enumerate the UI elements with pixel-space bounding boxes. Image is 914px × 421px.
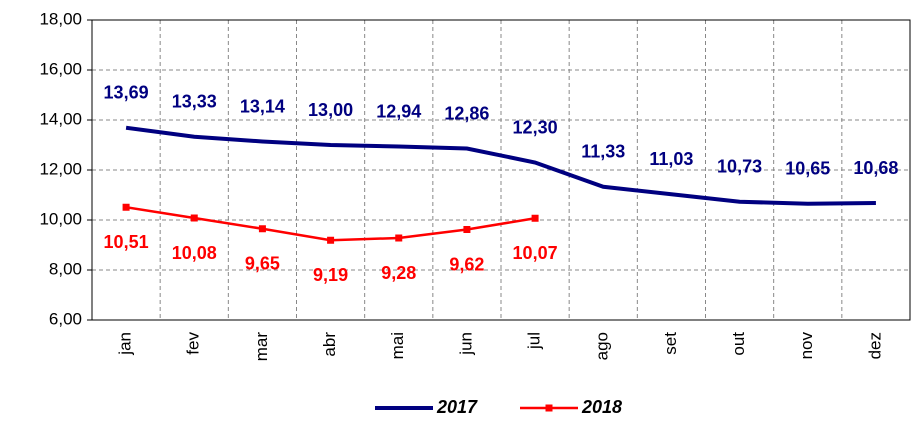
- data-label: 12,86: [444, 103, 489, 123]
- point-marker: [258, 225, 266, 233]
- point-marker: [122, 203, 130, 211]
- x-tick-label: dez: [865, 332, 884, 359]
- x-tick-label: ago: [593, 332, 612, 360]
- point-marker: [463, 226, 471, 233]
- x-tick-label: abr: [320, 332, 339, 357]
- data-label: 9,19: [313, 265, 348, 285]
- x-tick-label: jun: [456, 332, 475, 356]
- legend-marker: [545, 404, 553, 412]
- data-label: 13,33: [172, 92, 217, 112]
- point-marker: [327, 236, 335, 244]
- x-tick-label: out: [729, 332, 748, 356]
- x-tick-label: jul: [525, 332, 544, 350]
- data-label: 10,65: [785, 159, 830, 179]
- data-label: 10,68: [853, 158, 898, 178]
- legend-label: 2017: [436, 397, 478, 417]
- x-tick-label: mar: [252, 332, 271, 362]
- y-tick-label: 16,00: [39, 59, 82, 78]
- legend-label: 2018: [581, 397, 622, 417]
- data-label: 11,03: [649, 149, 693, 169]
- x-tick-label: set: [661, 332, 680, 355]
- data-label: 9,62: [449, 254, 484, 274]
- point-marker: [190, 214, 198, 222]
- x-tick-label: mai: [388, 332, 407, 359]
- series-line: [125, 206, 536, 242]
- data-label: 10,08: [172, 243, 217, 263]
- x-tick-label: fev: [184, 332, 203, 355]
- point-marker: [531, 214, 539, 222]
- data-label: 9,28: [381, 263, 416, 283]
- x-tick-label: nov: [797, 332, 816, 360]
- y-tick-label: 18,00: [39, 9, 82, 28]
- y-tick-label: 8,00: [49, 259, 82, 278]
- point-marker: [395, 234, 403, 242]
- y-tick-label: 14,00: [39, 109, 82, 128]
- data-label: 10,73: [717, 157, 762, 177]
- data-label: 9,65: [245, 254, 280, 274]
- plot-border: [91, 19, 911, 321]
- data-label: 10,51: [104, 232, 149, 252]
- data-label: 11,33: [581, 142, 625, 162]
- data-label: 10,07: [513, 243, 558, 263]
- series-line: [125, 125, 876, 206]
- y-tick-label: 6,00: [49, 309, 82, 328]
- y-tick-label: 10,00: [39, 209, 82, 228]
- x-tick-label: jan: [116, 332, 135, 356]
- data-label: 13,69: [104, 83, 149, 103]
- y-tick-label: 12,00: [39, 159, 82, 178]
- data-label: 13,14: [240, 96, 285, 116]
- data-label: 12,30: [513, 117, 558, 137]
- data-label: 12,94: [376, 101, 421, 121]
- data-label: 13,00: [308, 100, 353, 120]
